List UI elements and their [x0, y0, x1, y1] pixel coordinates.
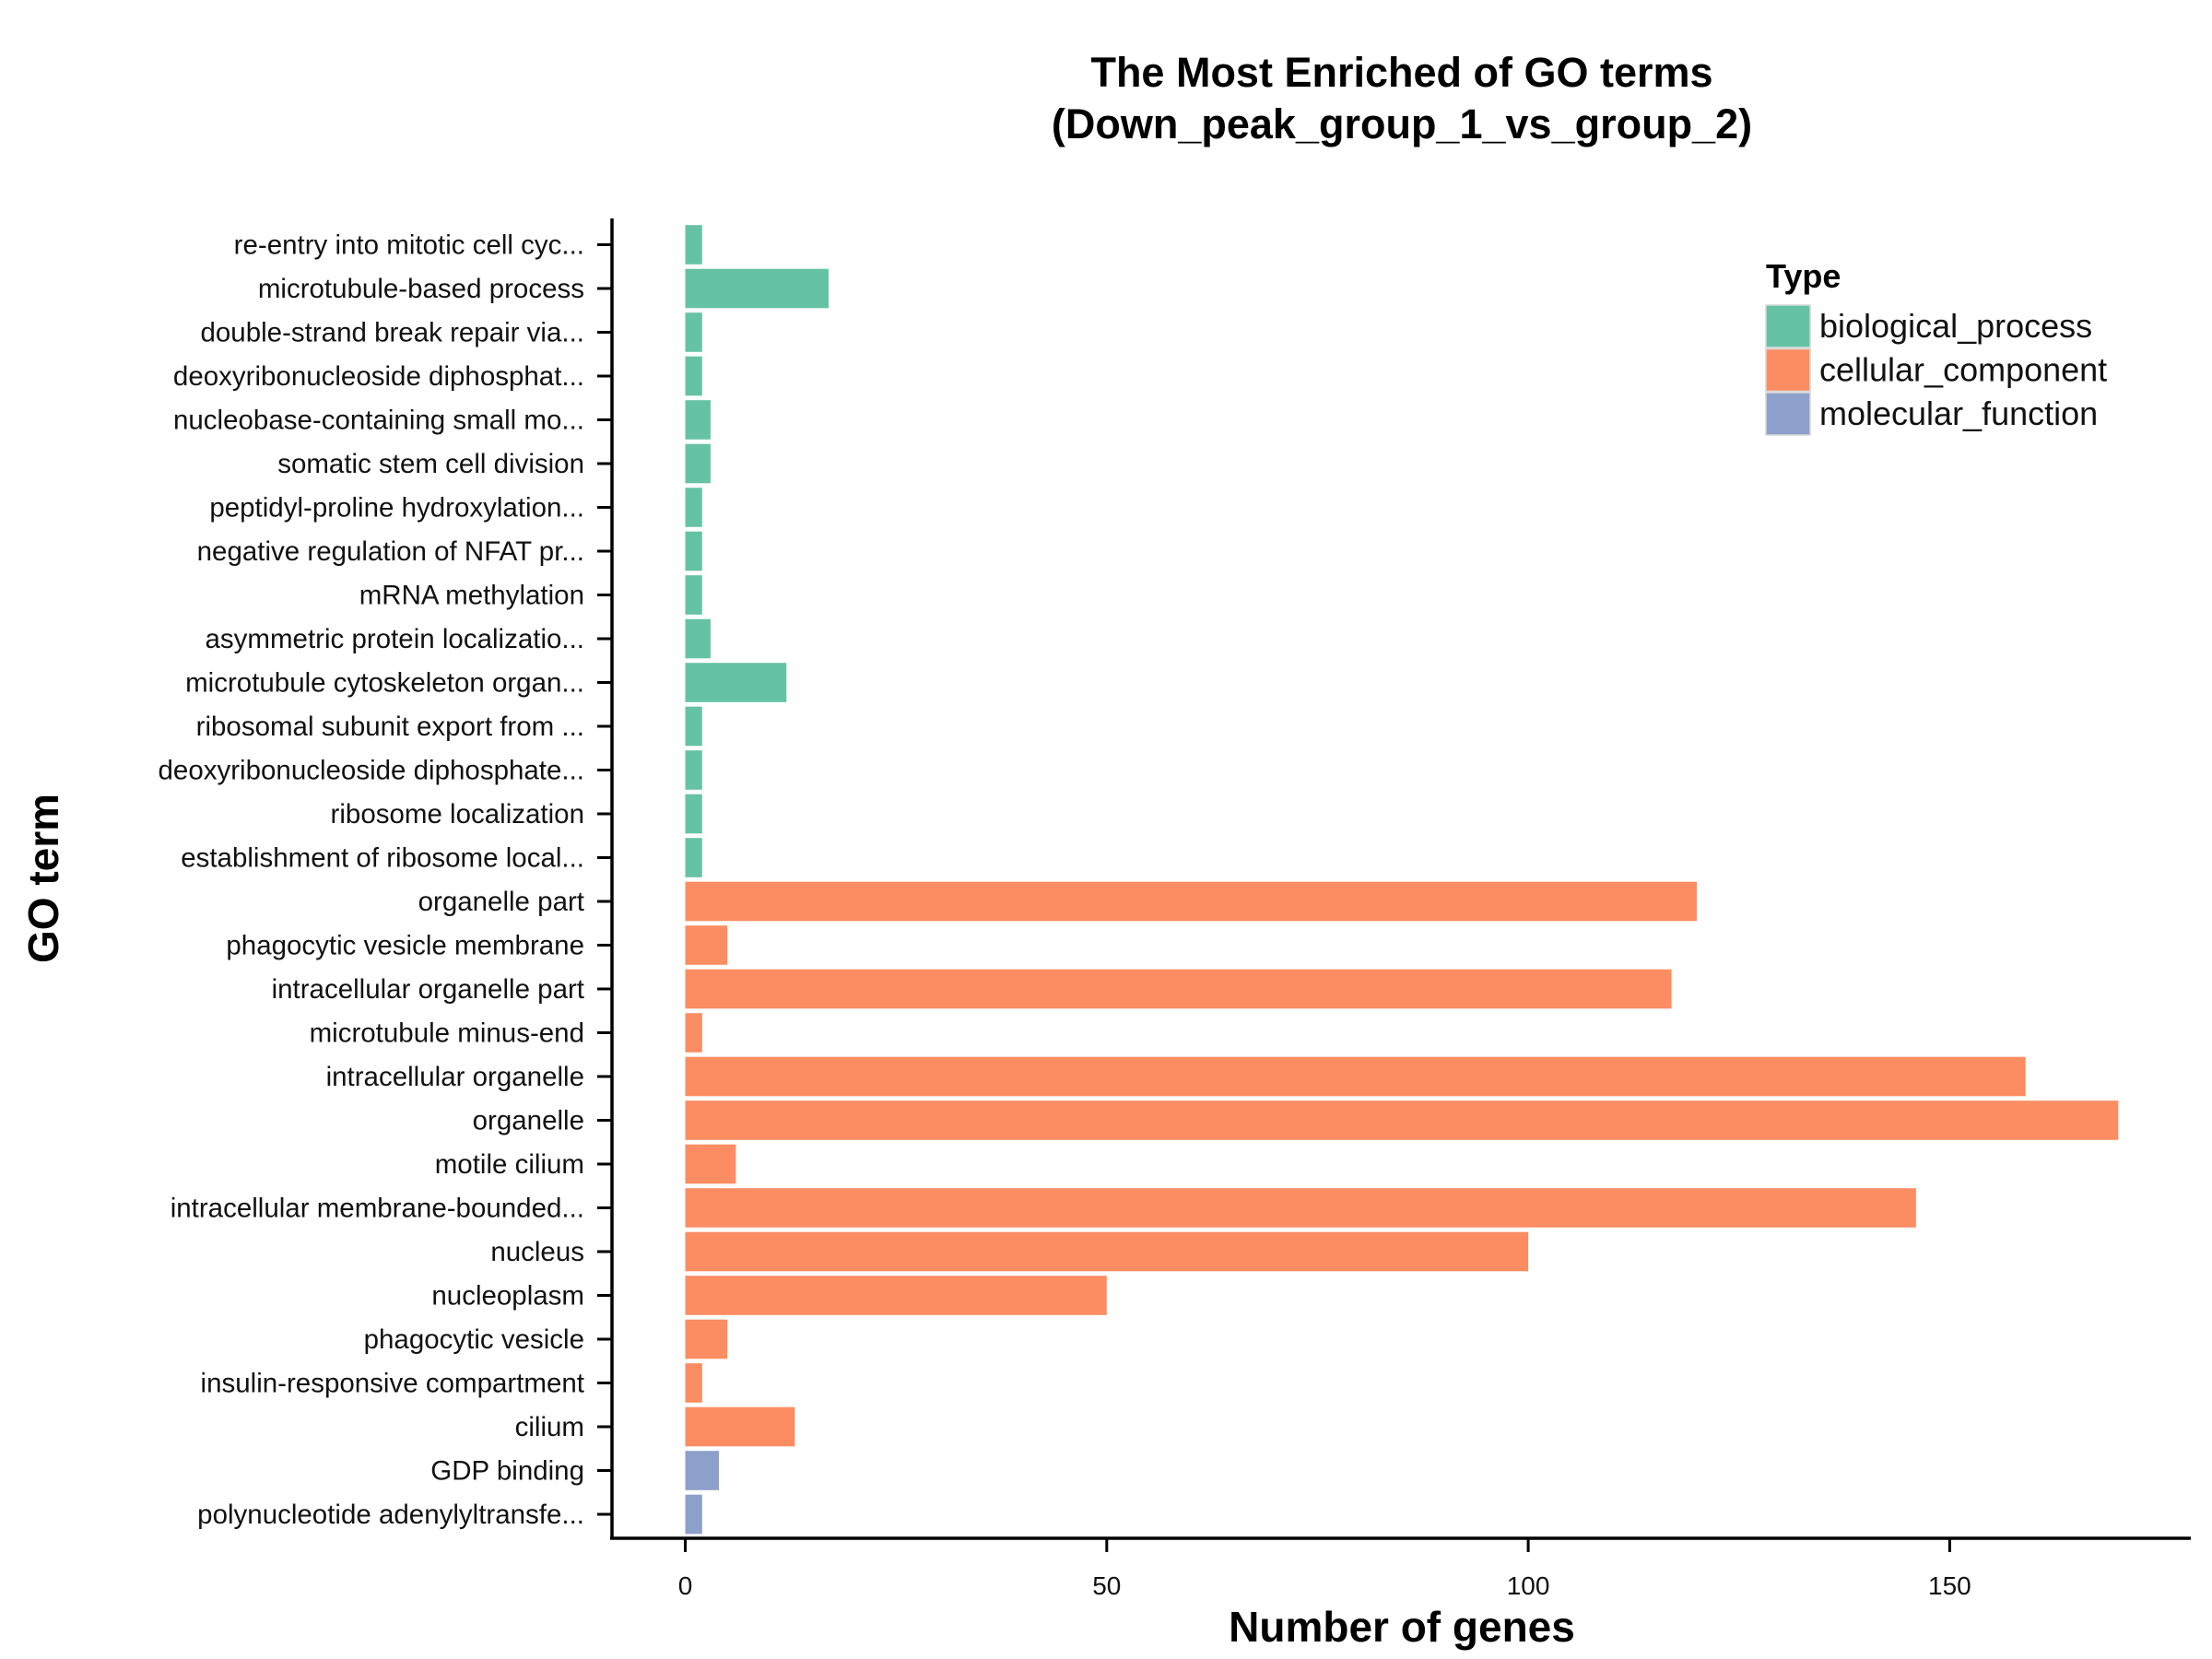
category-label: intracellular organelle	[326, 1062, 584, 1092]
x-axis-title: Number of genes	[1229, 1603, 1575, 1651]
category-label: motile cilium	[435, 1149, 584, 1180]
bar-21	[685, 1144, 736, 1184]
bars-group	[685, 225, 2119, 1535]
category-label: nucleoplasm	[431, 1281, 584, 1312]
y-axis-title: GO term	[19, 794, 67, 963]
category-label: re-entry into mitotic cell cyc...	[234, 230, 584, 261]
chart-title-line1: The Most Enriched of GO terms	[1090, 49, 1712, 96]
legend: Type biological_process cellular_componen…	[1765, 257, 2107, 436]
legend-label: biological_process	[1819, 307, 2092, 345]
legend-swatch-molecular-function	[1765, 392, 1811, 436]
bar-6	[685, 488, 702, 527]
bar-26	[685, 1363, 702, 1403]
legend-label: molecular_function	[1819, 394, 2098, 432]
bar-11	[685, 706, 702, 747]
y-tick-labels: re-entry into mitotic cell cyc... microtu…	[159, 230, 585, 1531]
bar-29	[685, 1494, 702, 1535]
bar-10	[685, 663, 787, 702]
category-label: insulin-responsive compartment	[201, 1369, 584, 1399]
bar-16	[685, 925, 728, 965]
category-label: ribosome localization	[331, 799, 584, 830]
bar-14	[685, 838, 702, 877]
category-label: double-strand break repair via...	[200, 318, 584, 348]
category-label: mRNA methylation	[359, 581, 584, 611]
category-label: asymmetric protein localizatio...	[205, 624, 584, 654]
bar-28	[685, 1451, 720, 1490]
legend-swatch-cellular-component	[1765, 347, 1811, 393]
bar-0	[685, 225, 702, 265]
bar-17	[685, 969, 1672, 1009]
category-label: polynucleotide adenylyltransfe...	[197, 1500, 584, 1530]
category-label: cilium	[515, 1412, 584, 1442]
bar-19	[685, 1056, 2026, 1097]
category-label: phagocytic vesicle membrane	[226, 931, 584, 961]
bar-13	[685, 794, 702, 834]
category-label: negative regulation of NFAT pr...	[197, 536, 584, 567]
category-label: deoxyribonucleoside diphosphate...	[159, 756, 585, 786]
legend-label: cellular_component	[1819, 351, 2107, 389]
category-label: microtubule cytoskeleton organ...	[185, 668, 584, 699]
bar-9	[685, 618, 711, 659]
bar-1	[685, 268, 829, 309]
category-label: somatic stem cell division	[277, 449, 584, 479]
category-label: organelle part	[418, 887, 584, 917]
x-tick-label: 50	[1092, 1571, 1121, 1600]
category-label: establishment of ribosome local...	[181, 843, 584, 874]
category-label: intracellular organelle part	[272, 974, 584, 1005]
category-label: microtubule minus-end	[310, 1018, 584, 1049]
bar-27	[685, 1406, 795, 1447]
category-label: microtubule-based process	[258, 274, 584, 304]
category-label: peptidyl-proline hydroxylation...	[209, 493, 584, 524]
bar-25	[685, 1319, 728, 1359]
bar-8	[685, 575, 702, 615]
chart-title-line2: (Down_peak_group_1_vs_group_2)	[1052, 100, 1752, 147]
category-label: GDP binding	[430, 1456, 584, 1487]
bar-7	[685, 531, 702, 571]
bar-3	[685, 356, 702, 396]
x-tick-label: 100	[1507, 1571, 1550, 1600]
bar-23	[685, 1231, 1529, 1272]
category-label: ribosomal subunit export from ...	[196, 712, 584, 742]
y-tick-marks	[597, 243, 612, 1516]
category-label: nucleobase-containing small mo...	[173, 406, 584, 436]
bar-4	[685, 400, 711, 440]
category-label: organelle	[473, 1106, 584, 1136]
bar-2	[685, 312, 702, 352]
bar-15	[685, 881, 1698, 922]
bar-22	[685, 1188, 1916, 1228]
category-label: intracellular membrane-bounded...	[171, 1194, 584, 1224]
bar-24	[685, 1276, 1107, 1315]
category-label: deoxyribonucleoside diphosphat...	[173, 361, 584, 392]
category-label: phagocytic vesicle	[364, 1324, 584, 1355]
bar-12	[685, 750, 702, 790]
legend-swatch-biological-process	[1765, 304, 1811, 348]
bar-20	[685, 1100, 2119, 1140]
legend-title: Type	[1766, 257, 1841, 295]
category-label: nucleus	[490, 1237, 584, 1267]
bar-18	[685, 1013, 702, 1053]
bar-5	[685, 443, 711, 484]
x-ticks: 0 50 100 150	[678, 1538, 1971, 1600]
x-tick-label: 150	[1928, 1571, 1971, 1600]
x-tick-label: 0	[678, 1571, 693, 1600]
